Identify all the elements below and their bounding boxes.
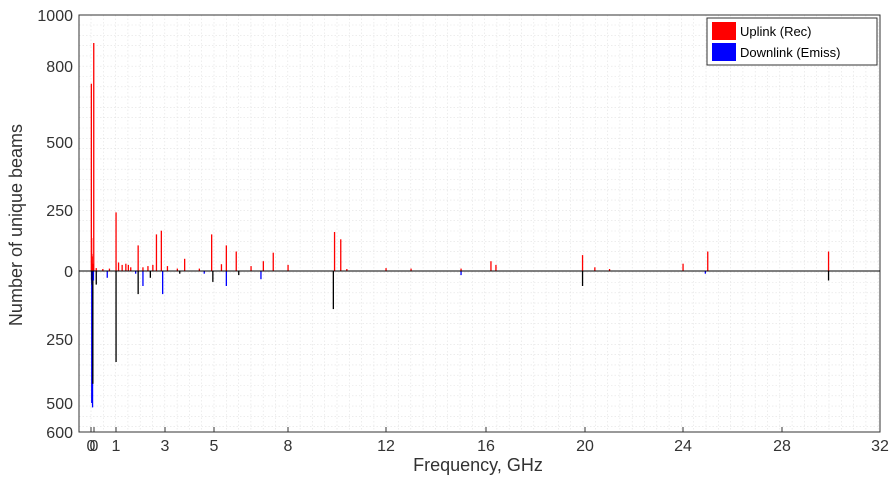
uplink-bar	[490, 261, 492, 271]
downlink-bar	[91, 271, 93, 403]
downlink-bar	[238, 271, 240, 276]
uplink-bar	[117, 262, 120, 271]
legend-swatch-downlink	[712, 43, 736, 61]
x-axis-title: Frequency, GHz	[413, 455, 543, 475]
x-tick-label: 20	[576, 438, 594, 455]
downlink-bar	[332, 271, 334, 310]
uplink-bar	[340, 239, 342, 271]
x-tick-label: 28	[773, 438, 791, 455]
grid-lines	[79, 15, 880, 432]
uplink-bar	[121, 264, 123, 271]
uplink-bar	[827, 251, 830, 271]
x-tick-label: 1	[112, 438, 121, 455]
downlink-bar	[92, 271, 95, 281]
x-tick-label: 16	[477, 438, 495, 455]
legend-label-downlink: Downlink (Emiss)	[740, 45, 840, 60]
downlink-bar	[106, 271, 108, 278]
downlink-bar	[95, 271, 97, 285]
uplink-bar	[410, 268, 412, 271]
uplink-bar	[147, 266, 149, 271]
downlink-bar	[179, 271, 181, 274]
uplink-bar	[287, 264, 289, 271]
downlink-bar	[827, 271, 830, 281]
uplink-bar	[495, 264, 497, 271]
legend-swatch-uplink	[712, 22, 736, 40]
x-tick-label: 24	[674, 438, 692, 455]
uplink-bar	[108, 268, 111, 271]
uplink-bar	[155, 234, 158, 271]
x-tick-labels: 00 1 3 5 8 12 16 20 24 28 32	[87, 427, 889, 455]
uplink-bar	[115, 212, 117, 271]
plot-frame	[78, 14, 881, 433]
uplink-bar	[152, 264, 154, 271]
downlink-bar	[115, 271, 117, 362]
uplink-bar	[707, 251, 709, 271]
downlink-bar	[704, 271, 706, 274]
downlink-bar	[149, 271, 151, 278]
downlink-bar	[212, 271, 214, 282]
y-tick-label-upper: 500	[46, 135, 73, 152]
downlink-bar	[137, 271, 139, 295]
uplink-bar	[90, 83, 92, 271]
uplink-bar	[272, 252, 274, 271]
downlink-bar	[135, 271, 137, 274]
uplink-bar	[130, 267, 132, 271]
uplink-bar	[184, 258, 186, 271]
downlink-bar	[581, 271, 584, 286]
uplink-bar	[250, 266, 252, 271]
downlink-bar	[225, 271, 227, 286]
uplink-bar	[127, 264, 129, 271]
uplink-bar	[262, 261, 264, 271]
y-tick-label-upper: 250	[46, 203, 73, 220]
uplink-bar	[142, 267, 144, 271]
uplink-bar	[137, 245, 139, 271]
uplink-bar	[95, 268, 97, 271]
bars	[90, 43, 830, 408]
uplink-bar	[460, 268, 462, 271]
uplink-bar	[220, 264, 223, 271]
downlink-bar	[203, 271, 205, 274]
y-tick-label-lower: 600	[46, 425, 73, 442]
y-tick-labels: 0 250 500 800 1000 250 500 600	[37, 8, 73, 442]
y-tick-label-lower: 500	[46, 396, 73, 413]
downlink-bar	[162, 271, 164, 295]
uplink-bar	[198, 268, 200, 271]
y-axis-title: Number of unique beams	[6, 124, 26, 326]
uplink-bar	[176, 268, 178, 271]
uplink-bar	[581, 255, 584, 271]
x-tick-label: 0	[87, 438, 96, 455]
x-tick-label: 12	[377, 438, 395, 455]
uplink-bar	[608, 269, 611, 271]
uplink-bar	[166, 266, 169, 271]
uplink-bar	[125, 263, 127, 271]
uplink-bar	[594, 267, 596, 271]
uplink-bar	[385, 268, 387, 271]
y-tick-label-upper: 1000	[37, 8, 73, 25]
y-tick-label-upper: 0	[64, 264, 73, 281]
uplink-bar	[93, 43, 95, 271]
uplink-bar	[346, 269, 348, 271]
uplink-bar	[235, 251, 237, 271]
x-tick-label: 5	[210, 438, 219, 455]
uplink-bar	[211, 234, 213, 271]
x-tick-label: 3	[161, 438, 170, 455]
uplink-bar	[102, 269, 104, 271]
downlink-bar	[460, 271, 462, 276]
y-tick-label-upper: 800	[46, 59, 73, 76]
uplink-bar	[225, 245, 227, 271]
uplink-bar	[682, 263, 684, 271]
x-tick-label: 0	[90, 438, 99, 455]
uplink-bar	[160, 230, 162, 271]
legend-label-uplink: Uplink (Rec)	[740, 24, 812, 39]
y-tick-label-lower: 250	[46, 332, 73, 349]
legend: Uplink (Rec) Downlink (Emiss)	[706, 17, 878, 66]
downlink-bar	[260, 271, 262, 280]
x-tick-label: 32	[871, 438, 889, 455]
uplink-bar	[333, 232, 336, 271]
downlink-bar	[142, 271, 144, 286]
downlink-bar	[92, 271, 94, 384]
x-tick-label: 8	[284, 438, 293, 455]
